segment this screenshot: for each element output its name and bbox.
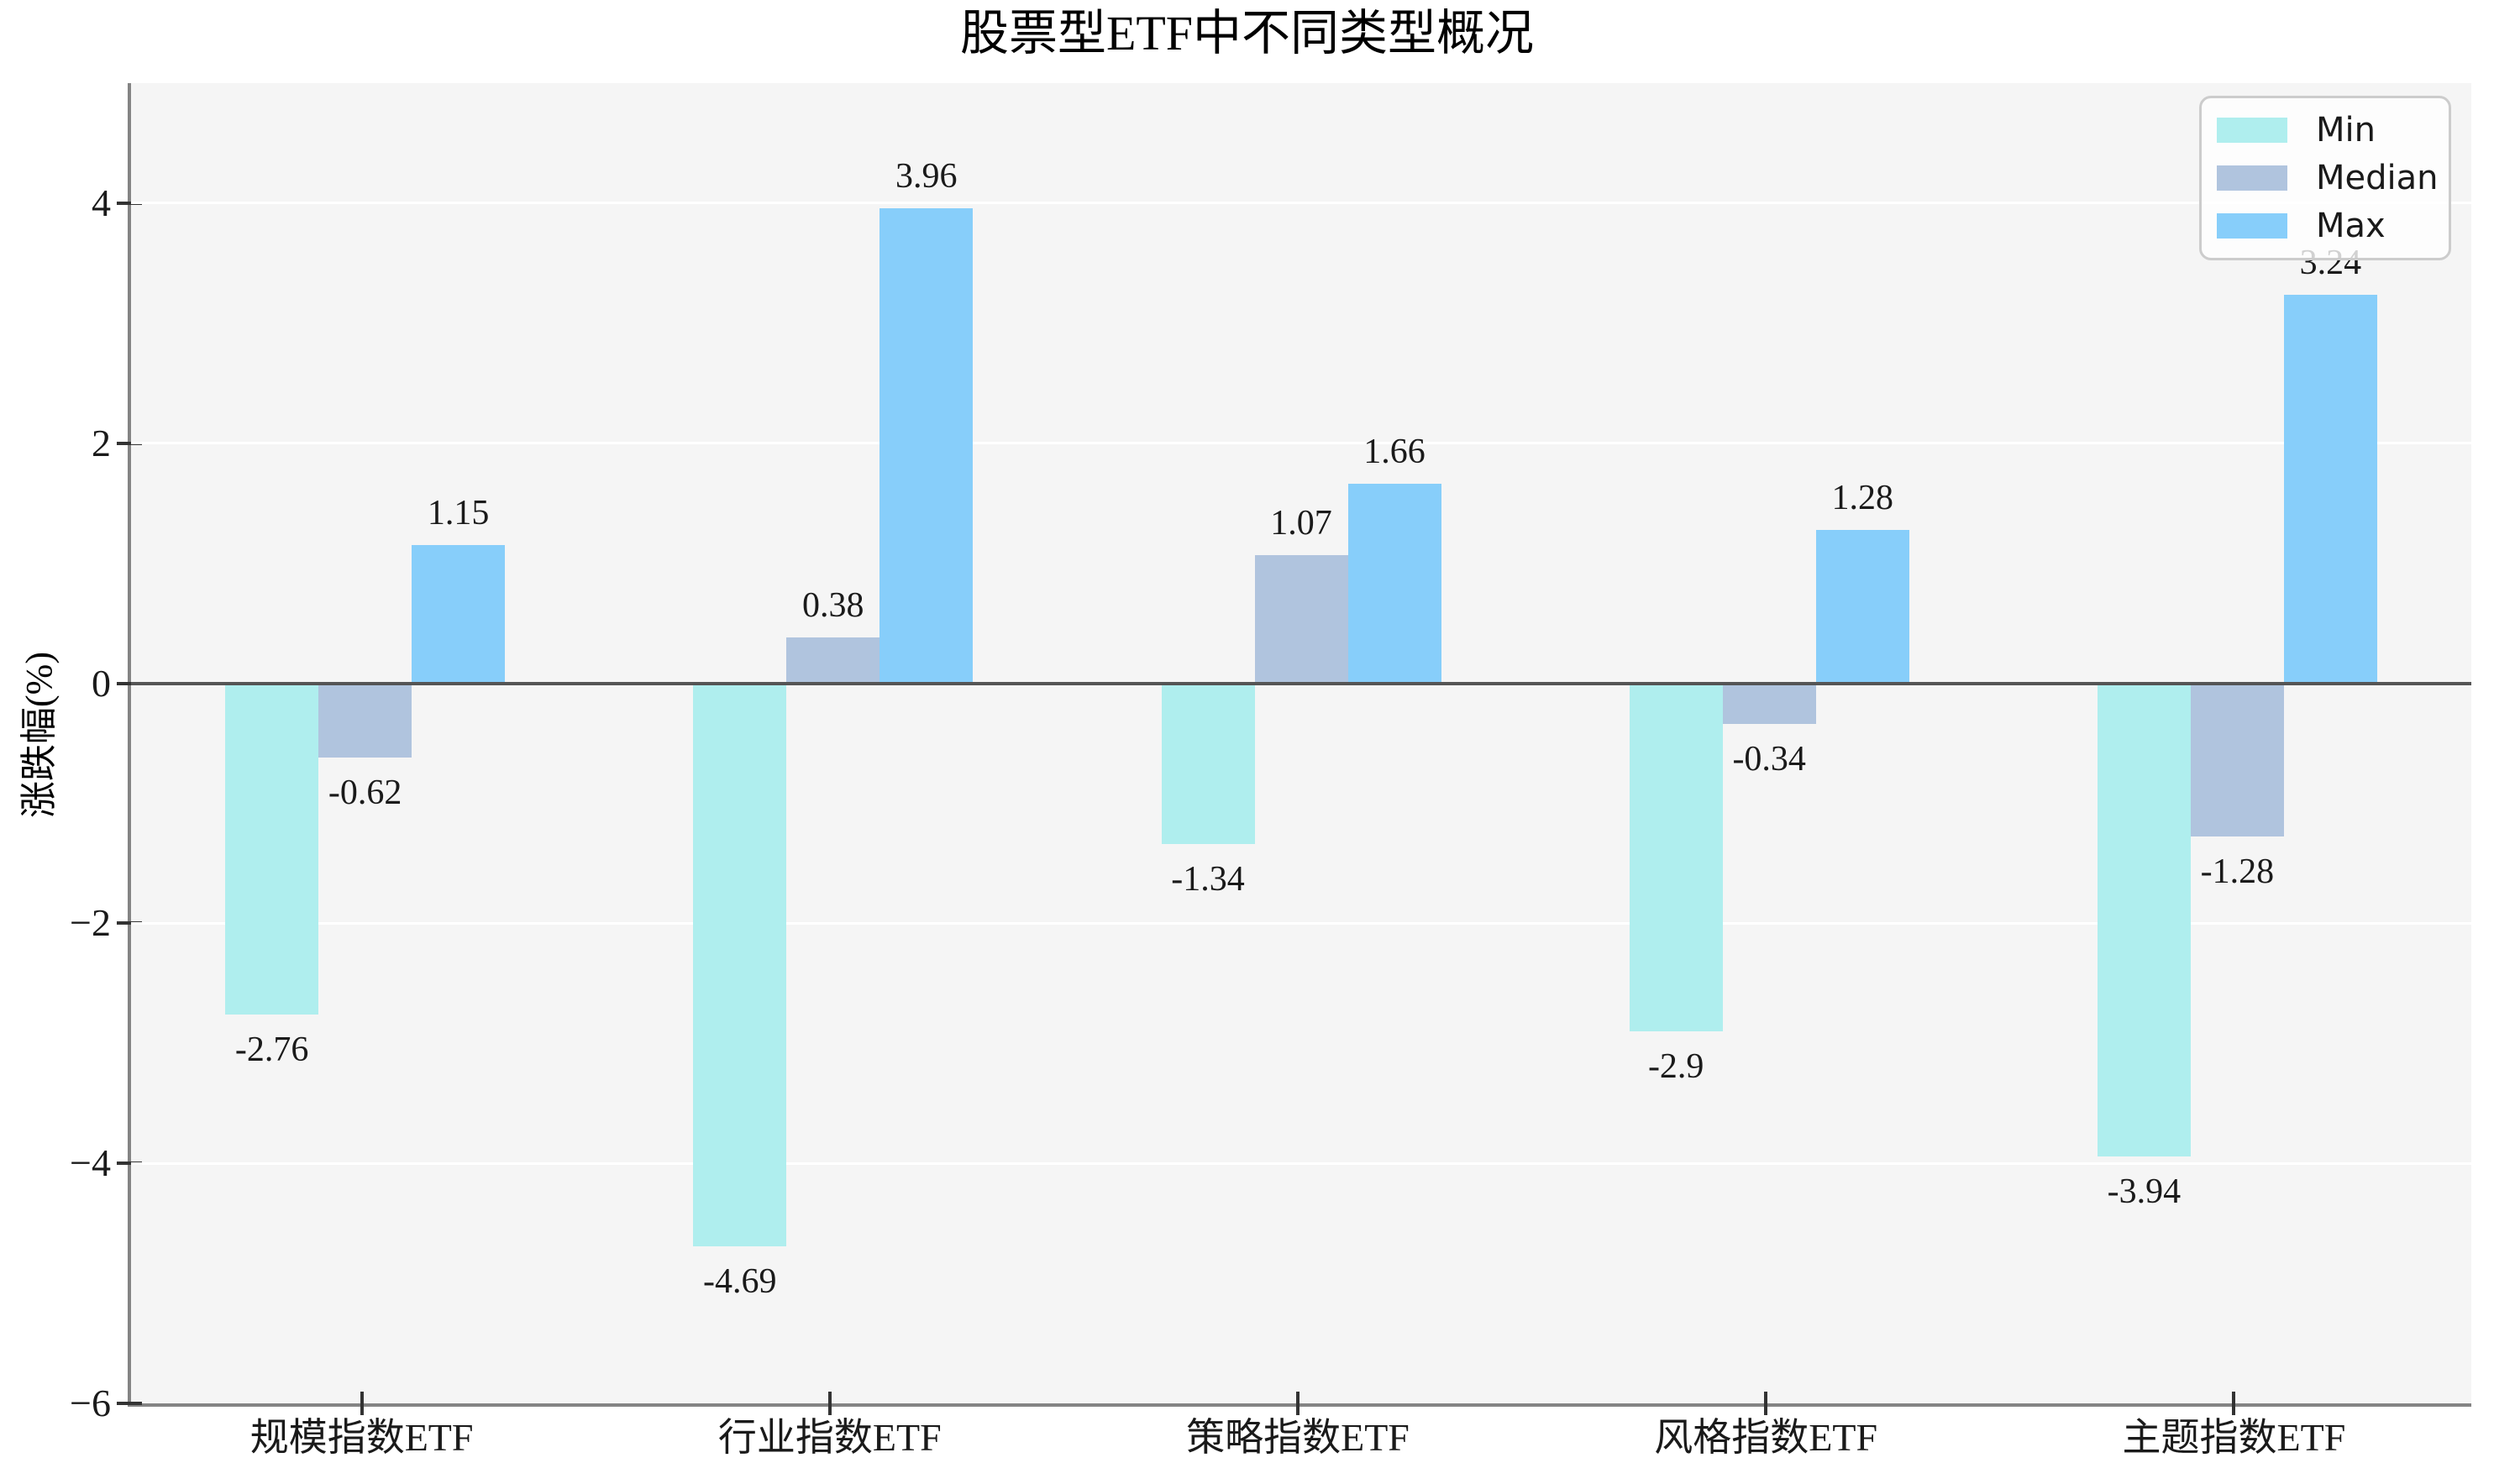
legend-label: Median	[2316, 158, 2439, 197]
x-tick-mark	[827, 1392, 832, 1415]
plot-area: -2.76 -4.69 -1.34 -2.9 -3.94 -0.62 0.38 1.07 -0.…	[128, 83, 2471, 1407]
gridline	[131, 202, 2471, 205]
bar-max	[412, 545, 506, 684]
x-tick-mark	[2232, 1392, 2236, 1415]
bar-max	[1347, 484, 1441, 684]
bar-median	[2190, 683, 2284, 837]
legend-row: Min	[2217, 110, 2434, 150]
bar-max	[2283, 294, 2377, 684]
bar-value-label: 1.28	[1831, 478, 1893, 517]
legend-swatch-median	[2217, 165, 2287, 191]
bar-value-label: 1.66	[1363, 433, 1426, 472]
bar-min	[2097, 683, 2191, 1156]
bar-value-label: -3.94	[2107, 1172, 2182, 1211]
bar-median	[1254, 554, 1348, 684]
bar-value-label: -2.76	[234, 1030, 309, 1069]
bar-median	[1722, 683, 1816, 725]
y-tick-label: 0	[92, 661, 111, 705]
bar-value-label: -1.34	[1171, 860, 1245, 899]
y-tick-mark	[117, 1402, 142, 1405]
y-tick-label: −6	[70, 1382, 111, 1424]
y-tick-label: −4	[70, 1141, 111, 1185]
gridline	[131, 442, 2471, 445]
y-tick-mark	[117, 441, 142, 445]
bar-value-label: 0.38	[802, 586, 864, 626]
bar-value-label: -1.28	[2200, 852, 2275, 892]
bar-max	[1815, 529, 1909, 684]
x-tick-mark	[1764, 1392, 1768, 1415]
legend-label: Min	[2316, 111, 2376, 150]
legend: Min Median Max	[2199, 96, 2451, 260]
bar-value-label: -2.9	[1647, 1046, 1704, 1086]
y-tick-label: 2	[92, 421, 111, 464]
x-category-label: 行业指数ETF	[717, 1416, 942, 1459]
zero-line	[131, 681, 2471, 685]
y-tick-mark	[117, 201, 142, 205]
bar-value-label: -0.62	[328, 773, 402, 813]
gridline	[131, 1162, 2471, 1165]
legend-swatch-min	[2217, 118, 2287, 144]
bar-median	[786, 637, 880, 684]
x-tick-mark	[360, 1392, 364, 1415]
y-tick-label: 4	[92, 181, 111, 224]
bar-value-label: 1.15	[427, 494, 490, 533]
legend-swatch-max	[2217, 212, 2287, 239]
bar-value-label: 1.07	[1270, 503, 1332, 543]
bar-max	[879, 207, 974, 684]
x-tick-mark	[1296, 1392, 1300, 1415]
legend-label: Max	[2316, 206, 2386, 245]
bar-min	[1161, 683, 1255, 845]
x-category-label: 规模指数ETF	[249, 1416, 474, 1459]
bar-min	[693, 683, 787, 1246]
x-category-label: 风格指数ETF	[1654, 1416, 1878, 1459]
x-category-label: 策略指数ETF	[1186, 1416, 1410, 1459]
legend-row: Max	[2217, 206, 2434, 246]
x-category-label: 主题指数ETF	[2122, 1416, 2346, 1459]
y-tick-mark	[117, 681, 142, 685]
chart-title: 股票型ETF中不同类型概况	[959, 6, 1535, 60]
y-tick-mark	[117, 921, 142, 926]
bar-min	[1629, 683, 1723, 1031]
bar-value-label: -0.34	[1732, 740, 1806, 779]
gridline	[131, 921, 2471, 925]
y-tick-label: −2	[70, 901, 111, 945]
bar-min	[225, 683, 319, 1015]
y-tick-mark	[117, 1162, 142, 1166]
bar-median	[318, 683, 412, 758]
bar-value-label: 3.96	[895, 156, 958, 196]
legend-row: Median	[2217, 158, 2439, 198]
bar-value-label: -4.69	[703, 1261, 777, 1301]
